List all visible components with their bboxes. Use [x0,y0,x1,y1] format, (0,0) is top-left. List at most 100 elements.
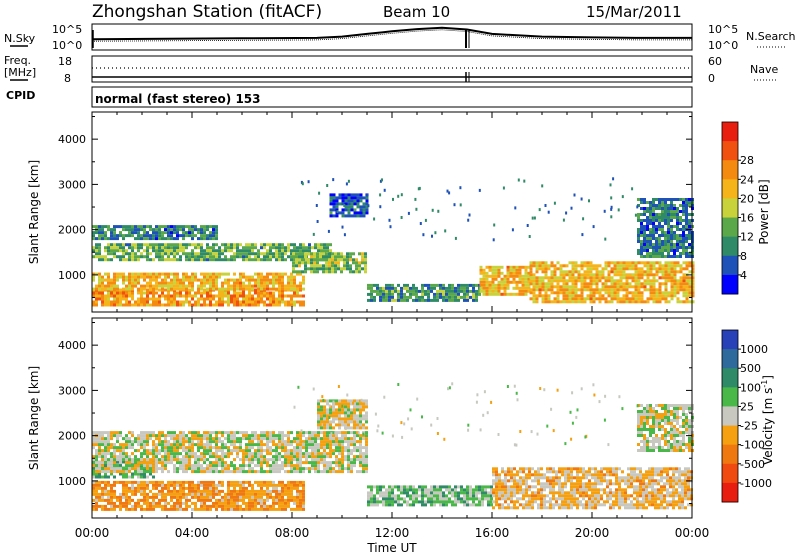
range-gate-cell [559,288,563,292]
range-gate-cell [670,201,673,204]
range-gate-cell [140,483,143,487]
range-gate-cell [610,300,614,304]
range-gate-cell [128,501,131,505]
range-gate-cell [646,264,650,268]
range-gate-cell [649,231,652,234]
range-gate-cell [224,452,227,456]
range-gate-cell [191,480,194,484]
range-gate-cell [194,243,197,247]
range-gate-cell [266,452,269,456]
range-gate-cell [188,431,191,435]
range-gate-cell [670,228,673,231]
range-gate-cell [394,485,397,489]
range-gate-cell [137,275,140,279]
range-gate-cell [676,228,679,231]
range-gate-cell [367,283,370,287]
range-gate-cell [212,437,215,441]
range-gate-cell [134,300,137,304]
range-gate-cell [338,437,341,441]
range-gate-cell [179,249,182,253]
range-gate-cell [260,464,263,468]
range-gate-cell [260,507,263,511]
range-gate-cell [278,287,281,291]
range-gate-cell [370,286,373,290]
range-gate-cell [182,470,185,474]
range-gate-cell [185,501,188,505]
range-gate-cell [479,280,483,284]
range-gate-cell [203,452,206,456]
range-gate-cell [673,234,676,237]
range-gate-cell [164,237,167,241]
range-gate-cell [98,492,101,496]
range-gate-cell [528,235,531,238]
range-gate-cell [610,282,614,286]
range-gate-cell [421,494,424,498]
range-gate-cell [320,246,323,250]
range-gate-cell [577,288,581,292]
range-gate-cell [227,483,230,487]
range-gate-cell [122,225,125,229]
range-gate-cell [239,275,242,279]
range-gate-cell [218,272,221,276]
range-gate-cell [299,507,302,511]
range-gate-cell [125,291,128,295]
range-gate-cell [260,252,263,256]
range-gate-cell [637,198,640,201]
range-gate-cell [203,446,206,450]
range-gate-cell [388,503,391,507]
range-gate-cell [272,504,275,508]
range-gate-cell [107,458,110,462]
range-gate-cell [209,434,212,438]
range-gate-cell [682,234,685,237]
range-gate-cell [601,288,605,292]
range-gate-cell [185,437,188,441]
range-gate-cell [688,270,692,274]
range-gate-cell [155,300,158,304]
range-gate-cell [589,282,593,286]
range-gate-cell [521,280,525,284]
range-gate-cell [233,498,236,502]
range-gate-cell [488,265,492,269]
range-gate-cell [649,267,653,271]
range-gate-cell [356,399,359,403]
range-gate-cell [362,205,366,209]
range-gate-cell [359,426,362,430]
range-gate-cell [140,275,143,279]
range-gate-cell [658,219,661,222]
range-gate-cell [206,225,209,229]
range-gate-cell [317,417,320,421]
range-gate-cell [158,492,161,496]
range-gate-cell [191,470,194,474]
range-gate-cell [236,467,239,471]
range-gate-cell [323,423,326,427]
range-gate-cell [263,300,266,304]
range-gate-cell [188,278,191,282]
range-gate-cell [143,437,146,441]
range-gate-cell [320,420,323,424]
freq-tick-high: 18 [58,55,72,68]
range-gate-cell [658,285,662,289]
range-gate-cell [188,228,191,232]
range-gate-cell [149,225,152,229]
range-gate-cell [352,252,355,256]
range-gate-cell [634,285,638,289]
range-gate-cell [200,489,203,493]
range-gate-cell [137,303,140,307]
range-gate-cell [98,294,101,298]
range-gate-cell [332,461,335,465]
range-gate-cell [649,273,653,277]
range-gate-cell [319,267,322,271]
range-gate-cell [509,268,513,272]
range-gate-cell [316,261,319,265]
range-gate-cell [257,255,260,259]
range-gate-cell [107,284,110,288]
range-gate-cell [670,213,673,216]
range-gate-cell [338,417,341,421]
range-gate-cell [164,443,167,447]
range-gate-cell [125,498,128,502]
range-gate-cell [269,249,272,253]
range-gate-cell [430,286,433,290]
range-gate-cell [550,291,554,295]
range-gate-cell [655,294,659,298]
range-gate-cell [538,285,542,289]
